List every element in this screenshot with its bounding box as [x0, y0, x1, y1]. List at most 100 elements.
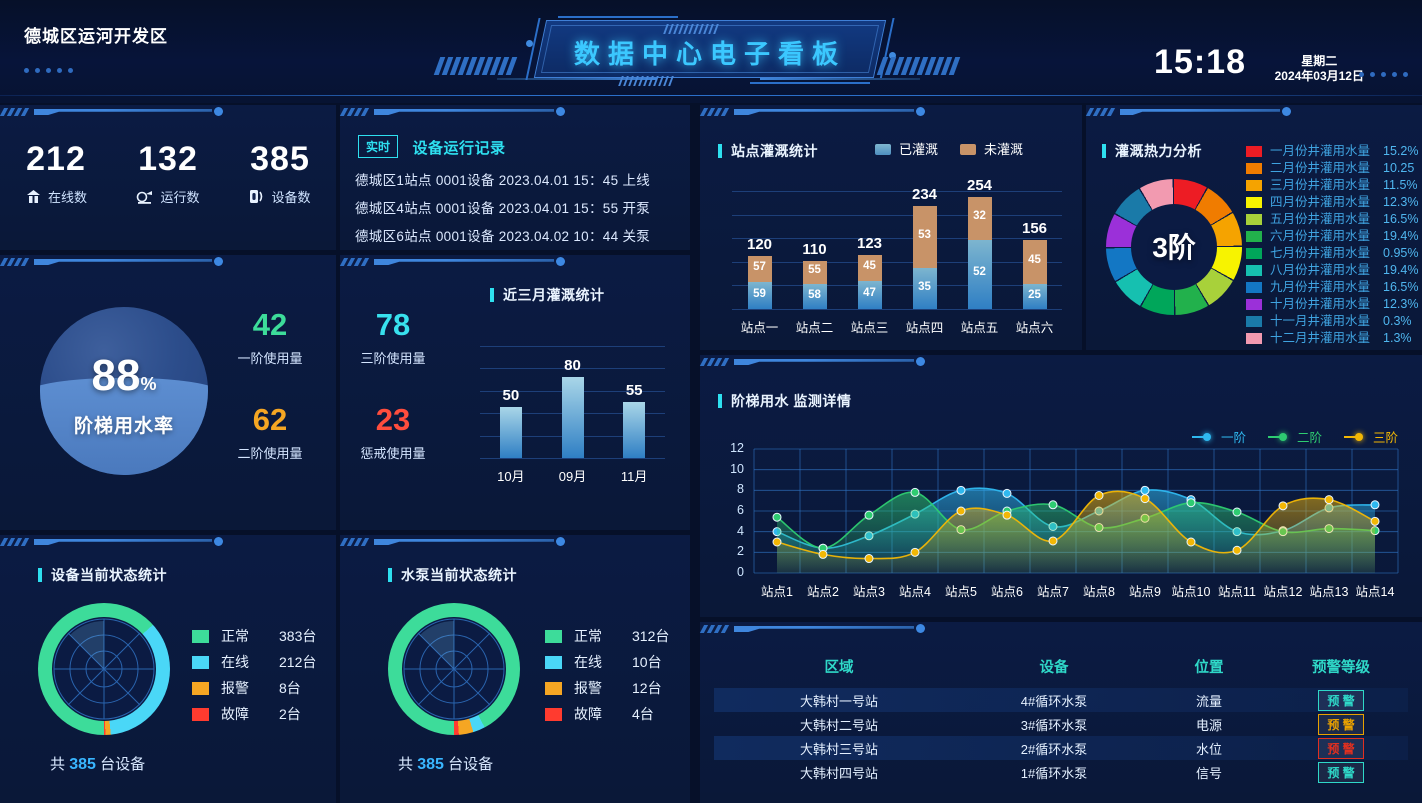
legend-row: 报警 12台: [545, 675, 669, 701]
table-cell: 4#循环水泵: [1020, 693, 1088, 709]
legend-line: [1267, 435, 1286, 438]
legend-item: 八月份井灌用水量 19.4%: [1246, 262, 1418, 279]
data-point: [1370, 500, 1380, 510]
status-badge: 预 警: [1318, 713, 1364, 735]
table-row[interactable]: 大韩村四号站 1#循环水泵 信号 预 警: [714, 760, 1408, 784]
main-title-banner: 数据中心电子看板: [510, 14, 910, 86]
grid-line: [732, 238, 1062, 240]
bar-x-label: 站点四: [905, 321, 944, 335]
panel-title: 设备当前状态统计: [38, 565, 167, 585]
legend-item: 九月份井灌用水量 16.5%: [1246, 279, 1418, 296]
title-tick: [1102, 144, 1106, 158]
legend-row: 故障 4台: [545, 701, 669, 727]
table-row[interactable]: 大韩村三号站 2#循环水泵 水位 预 警: [714, 736, 1408, 760]
alarm-table[interactable]: 区域 设备 位置 预警等级 大韩村一号站 4#循环水泵 流量预 警大韩村二号站 3#循环水泵电…: [714, 648, 1408, 784]
legend-value: 212台: [279, 654, 317, 670]
bar-value-pending: 53: [918, 228, 931, 241]
legend-label: 二阶: [1296, 431, 1322, 445]
y-axis-tick: 2: [737, 544, 744, 559]
heat-donut-chart: 3阶: [1106, 179, 1242, 315]
table-cell-level: 预 警: [1274, 761, 1408, 783]
grid-line: [480, 458, 665, 459]
table-cell: 信号: [1195, 765, 1222, 781]
legend-item: 三阶: [1343, 427, 1398, 446]
panel-title-text: 阶梯用水 监测详情: [731, 393, 852, 409]
kpi-running: 132 运行数: [112, 139, 224, 206]
dashboard-header: 德城区运河开发区 数据中心电子看板: [0, 0, 1422, 103]
data-point: [1186, 498, 1196, 508]
data-point: [1278, 501, 1288, 511]
title-tick: [718, 394, 722, 408]
table-row[interactable]: 大韩村二号站 3#循环水泵 电源 预 警: [714, 712, 1408, 736]
legend-value: 383台: [279, 628, 317, 644]
gauge-percent-value: 88: [91, 351, 141, 400]
gauge-caption: 阶梯用水率: [73, 416, 174, 437]
panel-title-text: 水泵当前状态统计: [401, 567, 517, 583]
table-row[interactable]: 大韩村一号站 4#循环水泵 流量 预 警: [714, 688, 1408, 712]
data-point: [772, 537, 782, 547]
legend-dot: [1354, 432, 1363, 441]
legend-row: 正常 383台: [192, 623, 316, 649]
alarm-table-panel: 区域 设备 位置 预警等级 大韩村一号站 4#循环水泵 流量预 警大韩村二号站 3#循环水泵电…: [699, 622, 1422, 803]
gauge-percent: 88%: [40, 351, 208, 401]
ladder-usage-gauge: 88% 阶梯用水率: [40, 307, 208, 475]
data-point: [1232, 545, 1242, 555]
grid-line: [732, 309, 1062, 310]
stat-label: 三阶使用量: [360, 351, 426, 366]
bar: [561, 376, 584, 458]
y-axis-tick: 8: [737, 482, 744, 497]
legend-value: 0.3%: [1383, 314, 1412, 328]
legend-value: 0.95%: [1383, 246, 1419, 260]
total-value: 385: [69, 756, 96, 773]
grid-line: [480, 368, 665, 370]
legend-swatch: [1246, 180, 1262, 191]
date-label: 2024年03月12日: [1274, 69, 1364, 83]
bar: [623, 402, 646, 458]
kpi-value: 132: [138, 140, 198, 178]
legend-swatch: [192, 681, 209, 695]
banner-hatch-top: [663, 24, 719, 34]
realtime-badge: 实时: [358, 135, 399, 158]
legend-label: 五月份井灌用水量: [1270, 212, 1371, 226]
recent-months-panel: 78 三阶使用量 23 惩戒使用量 近三月灌溉统计 50 10月 80 09月 55 11…: [339, 255, 690, 530]
legend-swatch: [545, 629, 562, 643]
bar-value-done: 25: [1028, 288, 1041, 301]
legend-value: 1.3%: [1383, 331, 1412, 345]
pump-status-legend: 正常 312台 在线 10台 报警 12台 故障 4台: [545, 623, 669, 727]
legend-swatch: [1246, 282, 1262, 293]
table-cell: 大韩村四号站: [799, 765, 878, 781]
device-log-panel: 实时 设备运行记录 德城区1站点 0001设备 2023.04.01 15：45…: [339, 105, 690, 250]
data-point: [772, 512, 782, 522]
legend-label: 八月份井灌用水量: [1270, 263, 1371, 277]
device-status-legend: 正常 383台 在线 212台 报警 8台 故障 2台: [192, 623, 316, 727]
panel-deco: [699, 355, 1422, 367]
legend-item: 四月份井灌用水量 12.3%: [1246, 194, 1418, 211]
legend-value: 11.5%: [1383, 178, 1418, 192]
x-axis-tick: 站点5: [945, 585, 977, 599]
legend-item-done: 已灌溉: [875, 141, 938, 158]
bar-value-pending: 32: [973, 210, 986, 223]
title-tick: [490, 288, 494, 302]
legend-value: 10.25: [1383, 161, 1415, 175]
bar-total-label: 120: [746, 236, 773, 254]
status-badge: 预 警: [1318, 737, 1364, 759]
bar-segment-done: [857, 281, 882, 309]
bar-segment-done: [802, 284, 827, 309]
bar-segment-pending: [747, 256, 772, 283]
legend-value: 16.5%: [1383, 280, 1419, 294]
legend-value: 19.4%: [1383, 229, 1419, 243]
legend-item-pending: 未灌溉: [960, 141, 1023, 158]
legend-item: 十月份井灌用水量 12.3%: [1246, 296, 1418, 313]
legend-item: 三月份井灌用水量 11.5%: [1246, 177, 1418, 194]
table-cell: 3#循环水泵: [1020, 717, 1088, 733]
log-row: 德城区1站点 0001设备 2023.04.01 15：45 上线: [355, 173, 651, 188]
legend-label: 已灌溉: [899, 142, 939, 157]
pump-total: 共 385 台设备: [398, 753, 493, 774]
y-axis-tick: 0: [737, 565, 744, 579]
bar-x-label: 10月: [497, 469, 525, 484]
legend-item: 十二月井灌用水量 1.3%: [1246, 330, 1418, 347]
series-area: [777, 491, 1375, 573]
legend-value: 16.5%: [1383, 212, 1419, 226]
data-point: [1140, 485, 1150, 495]
kpi-value: 385: [250, 140, 310, 178]
